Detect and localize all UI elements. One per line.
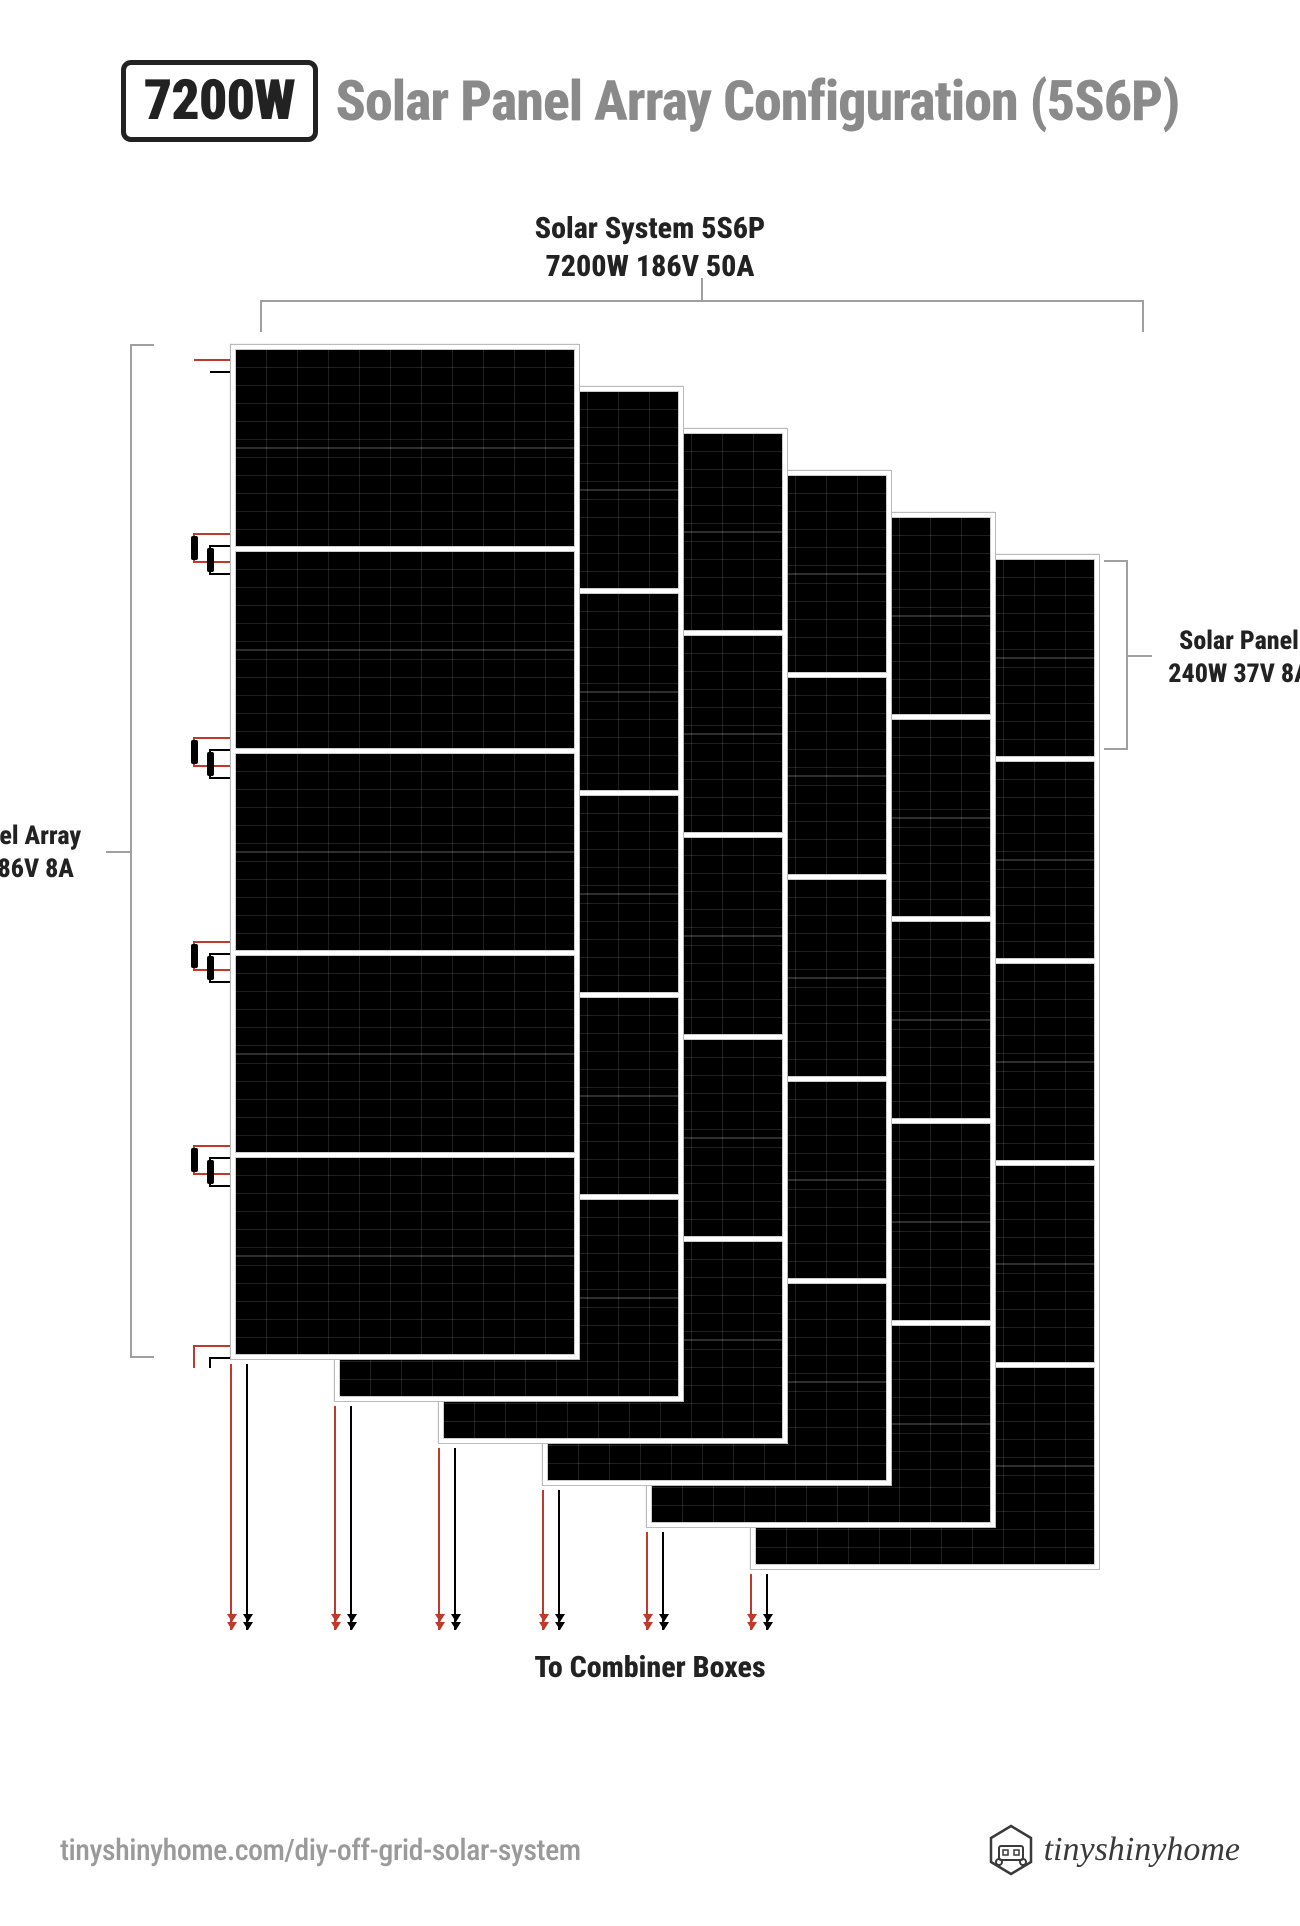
- wattage-badge: 7200W: [121, 60, 318, 142]
- combiner-label: To Combiner Boxes: [130, 1650, 1170, 1685]
- array-diagram: Solar Panel Array 1200W 186V 8A Solar Pa…: [130, 300, 1170, 1680]
- solar-panel: [235, 753, 575, 951]
- panel-bracket-stem: [1126, 655, 1152, 657]
- brand-name: tinyshinyhome: [1044, 1831, 1240, 1869]
- string-bracket: [130, 344, 154, 1358]
- title-text: Solar Panel Array Configuration (5S6P): [336, 68, 1180, 134]
- solar-panel: [235, 1157, 575, 1355]
- panel-spec-line2: 240W 37V 8A: [1154, 658, 1300, 691]
- source-url: tinyshinyhome.com/diy-off-grid-solar-sys…: [60, 1833, 581, 1868]
- system-spec-label: Solar System 5S6P 7200W 186V 50A: [0, 210, 1300, 285]
- panel-bracket: [1104, 560, 1128, 750]
- system-bracket-stem: [701, 278, 703, 302]
- string-spec-line1: Solar Panel Array: [0, 820, 90, 853]
- string-bracket-stem: [106, 851, 132, 853]
- solar-panel: [235, 349, 575, 547]
- solar-panel: [235, 551, 575, 749]
- system-spec-line1: Solar System 5S6P: [0, 210, 1300, 248]
- panel-spec-label: Solar Panel 240W 37V 8A: [1154, 625, 1300, 690]
- page-title: 7200W Solar Panel Array Configuration (5…: [0, 60, 1300, 142]
- string-spec-line2: 1200W 186V 8A: [0, 853, 90, 886]
- string-spec-label: Solar Panel Array 1200W 186V 8A: [0, 820, 90, 885]
- footer: tinyshinyhome.com/diy-off-grid-solar-sys…: [60, 1824, 1240, 1876]
- solar-panel: [235, 955, 575, 1153]
- system-spec-line2: 7200W 186V 50A: [0, 248, 1300, 286]
- panel-spec-line1: Solar Panel: [1154, 625, 1300, 658]
- panel-string: [230, 344, 580, 1360]
- series-wiring: [160, 344, 240, 1404]
- brand-logo-icon: [988, 1824, 1034, 1876]
- brand: tinyshinyhome: [988, 1824, 1240, 1876]
- system-bracket: [260, 300, 1144, 332]
